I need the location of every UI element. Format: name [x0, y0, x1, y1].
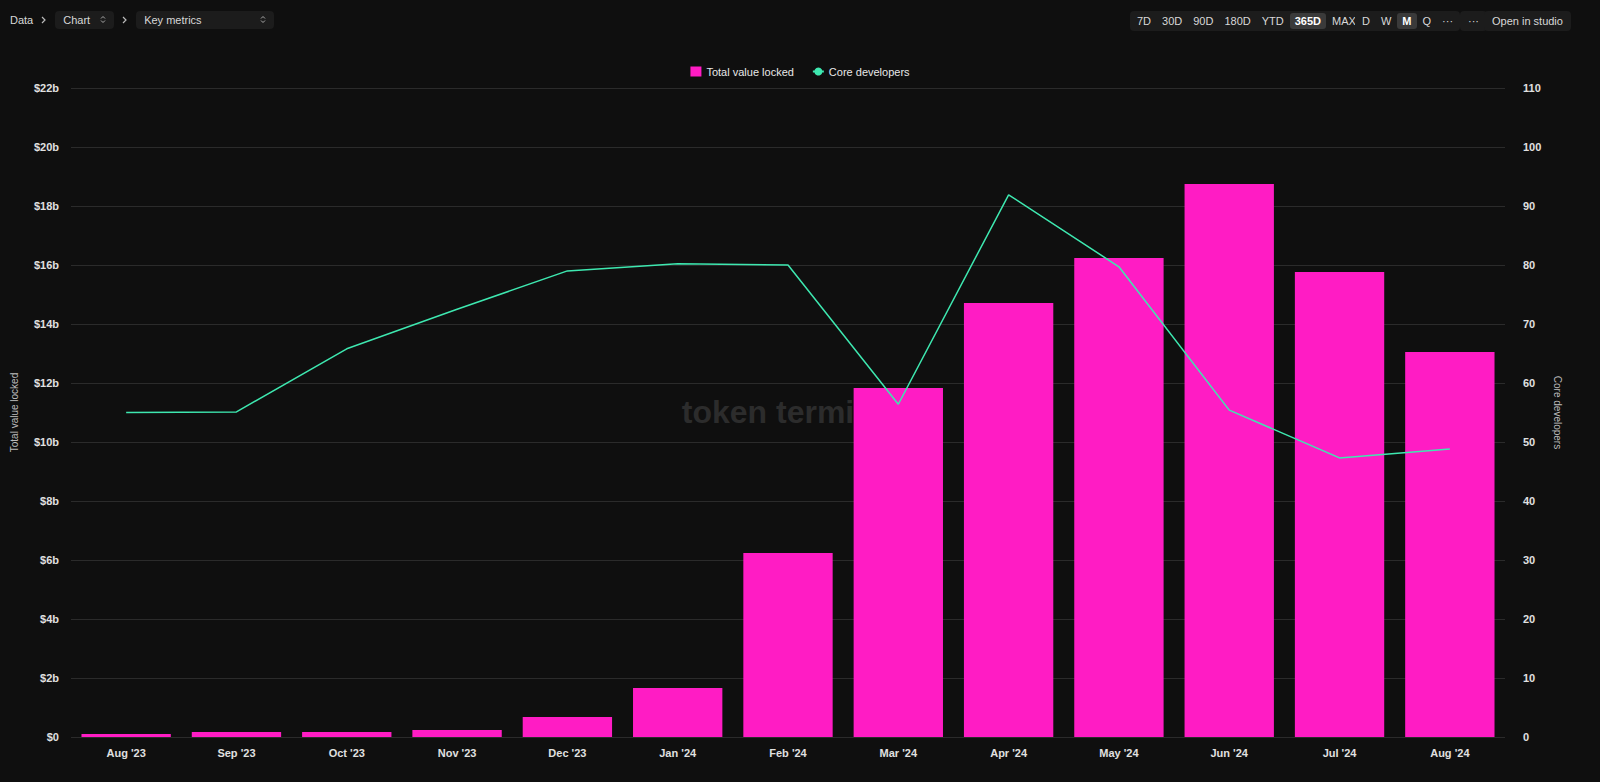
svg-text:$6b: $6b — [40, 554, 59, 566]
html-text:MAX: MAX — [1332, 15, 1356, 27]
html-text:Q: Q — [1422, 15, 1432, 27]
svg-text:50: 50 — [1523, 436, 1535, 448]
svg-text:90: 90 — [1523, 200, 1535, 212]
html-text:7D: 7D — [1137, 15, 1152, 27]
html-text:365D: 365D — [1294, 15, 1321, 27]
svg-text:$0: $0 — [47, 731, 59, 743]
svg-text:Aug '23: Aug '23 — [107, 747, 146, 759]
svg-text:Mar '24: Mar '24 — [880, 747, 918, 759]
html-text:Open in studio: Open in studio — [1492, 15, 1563, 27]
svg-text:30: 30 — [1523, 554, 1535, 566]
svg-text:40: 40 — [1523, 495, 1535, 507]
html-text:D: D — [1362, 15, 1370, 27]
html-text:M: M — [1402, 15, 1412, 27]
svg-text:$18b: $18b — [34, 200, 59, 212]
html-text:Data: Data — [10, 14, 34, 26]
html-text:90D: 90D — [1193, 15, 1214, 27]
html-text:30D: 30D — [1162, 15, 1183, 27]
svg-text:100: 100 — [1523, 141, 1541, 153]
svg-text:$8b: $8b — [40, 495, 59, 507]
svg-text:Apr '24: Apr '24 — [990, 747, 1028, 759]
svg-text:$22b: $22b — [34, 82, 59, 94]
html-text:W: W — [1381, 15, 1392, 27]
svg-text:$12b: $12b — [34, 377, 59, 389]
html-text:YTD: YTD — [1261, 15, 1284, 27]
svg-text:$14b: $14b — [34, 318, 59, 330]
svg-text:Sep '23: Sep '23 — [217, 747, 255, 759]
svg-text:20: 20 — [1523, 613, 1535, 625]
svg-text:10: 10 — [1523, 672, 1535, 684]
svg-text:Jan '24: Jan '24 — [659, 747, 697, 759]
svg-text:$2b: $2b — [40, 672, 59, 684]
svg-text:Aug '24: Aug '24 — [1430, 747, 1470, 759]
svg-text:Dec '23: Dec '23 — [548, 747, 586, 759]
svg-text:Jun '24: Jun '24 — [1210, 747, 1248, 759]
svg-text:Core developers: Core developers — [829, 66, 910, 78]
svg-text:80: 80 — [1523, 259, 1535, 271]
svg-text:Core developers: Core developers — [1552, 376, 1563, 449]
svg-text:Oct '23: Oct '23 — [329, 747, 365, 759]
html-text:Key metrics: Key metrics — [144, 14, 202, 26]
svg-text:Nov '23: Nov '23 — [438, 747, 477, 759]
svg-text:70: 70 — [1523, 318, 1535, 330]
svg-text:Feb '24: Feb '24 — [769, 747, 807, 759]
svg-text:May '24: May '24 — [1099, 747, 1139, 759]
svg-text:token terminal_: token terminal_ — [681, 394, 919, 430]
svg-text:$20b: $20b — [34, 141, 59, 153]
svg-text:$10b: $10b — [34, 436, 59, 448]
svg-text:Total value locked: Total value locked — [9, 373, 20, 453]
svg-text:110: 110 — [1523, 82, 1541, 94]
svg-text:60: 60 — [1523, 377, 1535, 389]
svg-text:$4b: $4b — [40, 613, 59, 625]
svg-text:0: 0 — [1523, 731, 1529, 743]
svg-text:$16b: $16b — [34, 259, 59, 271]
svg-text:Jul '24: Jul '24 — [1323, 747, 1358, 759]
svg-text:Total value locked: Total value locked — [706, 66, 793, 78]
html-text:180D: 180D — [1224, 15, 1251, 27]
html-text:Chart: Chart — [63, 14, 91, 26]
